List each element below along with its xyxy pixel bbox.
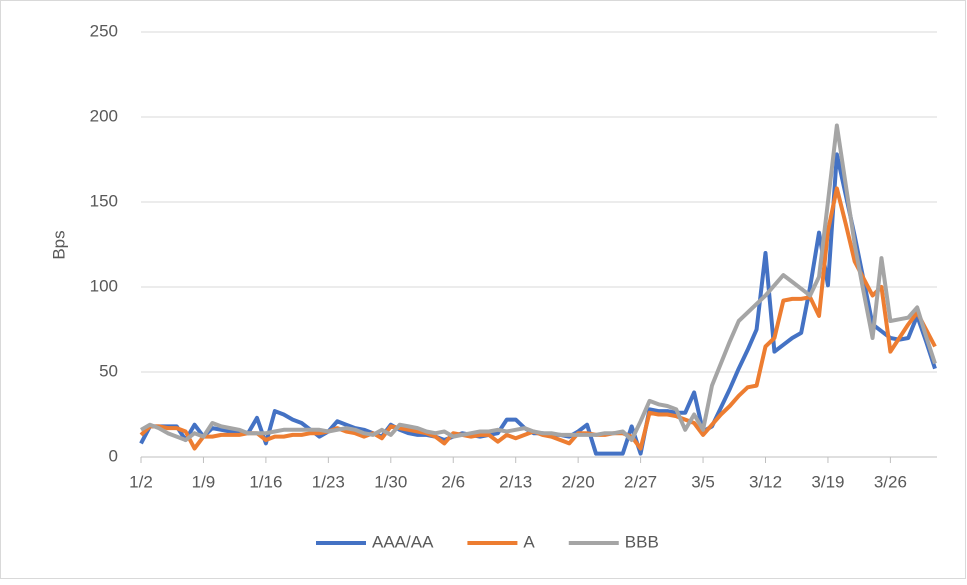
y-tick-label: 50 [99,361,118,380]
x-tick-label: 1/30 [374,472,407,491]
legend-label: BBB [625,532,659,551]
x-tick-label: 3/12 [749,472,782,491]
x-tick-label: 2/20 [562,472,595,491]
x-tick-label: 3/19 [811,472,844,491]
x-tick-label: 2/27 [624,472,657,491]
y-tick-label: 0 [109,446,118,465]
legend-label: AAA/AA [372,532,434,551]
x-tick-label: 2/13 [499,472,532,491]
y-axis-label: Bps [49,230,68,259]
x-tick-label: 1/2 [129,472,153,491]
y-tick-label: 150 [90,191,118,210]
x-tick-label: 1/16 [249,472,282,491]
y-tick-label: 100 [90,276,118,295]
x-tick-label: 1/23 [312,472,345,491]
series-line [140,123,937,442]
y-tick-label: 250 [90,21,118,40]
x-tick-label: 3/5 [691,472,715,491]
y-tick-label: 200 [90,106,118,125]
x-tick-label: 1/9 [192,472,216,491]
legend-label: A [523,532,535,551]
x-tick-label: 3/26 [874,472,907,491]
x-tick-label: 2/6 [441,472,465,491]
